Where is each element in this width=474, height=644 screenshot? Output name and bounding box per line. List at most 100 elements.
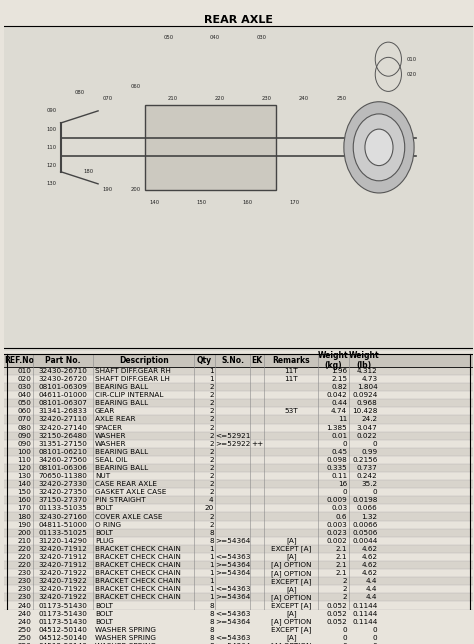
Text: 08101-06307: 08101-06307 — [38, 401, 87, 406]
Text: BOLT: BOLT — [95, 506, 113, 511]
FancyBboxPatch shape — [4, 440, 473, 448]
Text: 4.312: 4.312 — [357, 368, 378, 374]
FancyBboxPatch shape — [4, 415, 473, 424]
Text: 120: 120 — [17, 465, 31, 471]
Text: BRACKET CHECK CHAIN: BRACKET CHECK CHAIN — [95, 594, 181, 600]
Text: 01173-51430: 01173-51430 — [38, 603, 87, 609]
Text: 8: 8 — [209, 619, 214, 625]
Text: 11T: 11T — [284, 368, 298, 374]
Text: 230: 230 — [17, 594, 31, 600]
Text: 04512-50140: 04512-50140 — [38, 635, 87, 641]
Text: 0.335: 0.335 — [327, 465, 347, 471]
Text: 020: 020 — [407, 72, 417, 77]
Text: 150: 150 — [17, 489, 31, 495]
Text: BRACKET CHECK CHAIN: BRACKET CHECK CHAIN — [95, 570, 181, 576]
Text: 0.99: 0.99 — [362, 449, 378, 455]
Text: 0.052: 0.052 — [327, 603, 347, 609]
Text: <=54363: <=54363 — [215, 635, 250, 641]
Text: 2: 2 — [209, 489, 214, 495]
FancyBboxPatch shape — [4, 383, 473, 391]
FancyBboxPatch shape — [4, 488, 473, 497]
FancyBboxPatch shape — [4, 354, 473, 367]
Text: 100: 100 — [46, 127, 56, 131]
Text: 090: 090 — [17, 433, 31, 439]
Text: 31220-14290: 31220-14290 — [38, 538, 87, 544]
Text: 32420-71912: 32420-71912 — [38, 546, 87, 552]
Text: 0.0066: 0.0066 — [352, 522, 378, 527]
Text: 160: 160 — [243, 200, 253, 205]
Circle shape — [365, 129, 393, 166]
Text: 0: 0 — [373, 489, 378, 495]
Text: 110: 110 — [46, 145, 56, 150]
Text: 08101-06210: 08101-06210 — [38, 449, 87, 455]
Text: 230: 230 — [17, 586, 31, 592]
Text: 0: 0 — [373, 635, 378, 641]
Text: 8: 8 — [209, 611, 214, 616]
FancyBboxPatch shape — [4, 553, 473, 561]
Text: 35.2: 35.2 — [362, 481, 378, 487]
Text: 0.0198: 0.0198 — [352, 497, 378, 504]
Text: 32420-71912: 32420-71912 — [38, 554, 87, 560]
Text: 1: 1 — [209, 376, 214, 382]
Text: 1: 1 — [209, 554, 214, 560]
Text: 0.066: 0.066 — [357, 506, 378, 511]
Text: >=54364: >=54364 — [215, 619, 250, 625]
Text: 8: 8 — [209, 530, 214, 536]
Text: COVER AXLE CASE: COVER AXLE CASE — [95, 513, 162, 520]
Text: 8: 8 — [209, 635, 214, 641]
Text: 70650-11380: 70650-11380 — [38, 473, 87, 479]
Text: 0.82: 0.82 — [331, 384, 347, 390]
Text: >=54364: >=54364 — [215, 562, 250, 568]
FancyBboxPatch shape — [4, 399, 473, 407]
Text: 230: 230 — [17, 570, 31, 576]
FancyBboxPatch shape — [4, 448, 473, 456]
Text: BOLT: BOLT — [95, 603, 113, 609]
Text: 0: 0 — [343, 627, 347, 633]
Text: 2: 2 — [343, 594, 347, 600]
Text: ++: ++ — [251, 440, 264, 447]
Text: 01133-51035: 01133-51035 — [38, 506, 87, 511]
Text: 2.1: 2.1 — [336, 554, 347, 560]
Text: 170: 170 — [17, 506, 31, 511]
Text: WASHER SPRING: WASHER SPRING — [95, 635, 156, 641]
Text: <=54363: <=54363 — [215, 554, 250, 560]
Text: 220: 220 — [17, 562, 31, 568]
Text: 210: 210 — [17, 538, 31, 544]
Text: 1: 1 — [209, 570, 214, 576]
Text: 32420-71922: 32420-71922 — [38, 586, 87, 592]
Text: 090: 090 — [46, 108, 56, 113]
Text: 8: 8 — [209, 627, 214, 633]
FancyBboxPatch shape — [4, 480, 473, 488]
Text: 0: 0 — [343, 440, 347, 447]
Text: 32420-27330: 32420-27330 — [38, 481, 87, 487]
FancyBboxPatch shape — [4, 593, 473, 601]
Text: 080: 080 — [74, 90, 84, 95]
Text: 0.44: 0.44 — [331, 401, 347, 406]
Text: 4.62: 4.62 — [362, 554, 378, 560]
Text: 2: 2 — [209, 433, 214, 439]
Text: 220: 220 — [215, 96, 225, 101]
Text: 070: 070 — [102, 96, 112, 101]
Text: 0: 0 — [343, 489, 347, 495]
Text: [A] OPTION: [A] OPTION — [271, 594, 311, 601]
Text: 2: 2 — [209, 384, 214, 390]
Text: 0.968: 0.968 — [357, 401, 378, 406]
Text: 2: 2 — [209, 465, 214, 471]
Text: 0.022: 0.022 — [357, 433, 378, 439]
Text: <=52921: <=52921 — [215, 433, 250, 439]
Text: WASHER: WASHER — [95, 433, 126, 439]
Text: 0.737: 0.737 — [357, 465, 378, 471]
Text: BEARING BALL: BEARING BALL — [95, 449, 148, 455]
Text: 050: 050 — [17, 401, 31, 406]
Text: 1: 1 — [209, 562, 214, 568]
Text: 4: 4 — [209, 497, 214, 504]
Text: [A] OPTION: [A] OPTION — [271, 570, 311, 576]
Text: 2: 2 — [209, 392, 214, 398]
FancyBboxPatch shape — [4, 610, 473, 618]
Text: 4.4: 4.4 — [366, 578, 378, 584]
Text: 1: 1 — [209, 368, 214, 374]
Text: 230: 230 — [262, 96, 272, 101]
Text: 4.74: 4.74 — [331, 408, 347, 414]
FancyBboxPatch shape — [4, 569, 473, 577]
Text: 0: 0 — [373, 627, 378, 633]
